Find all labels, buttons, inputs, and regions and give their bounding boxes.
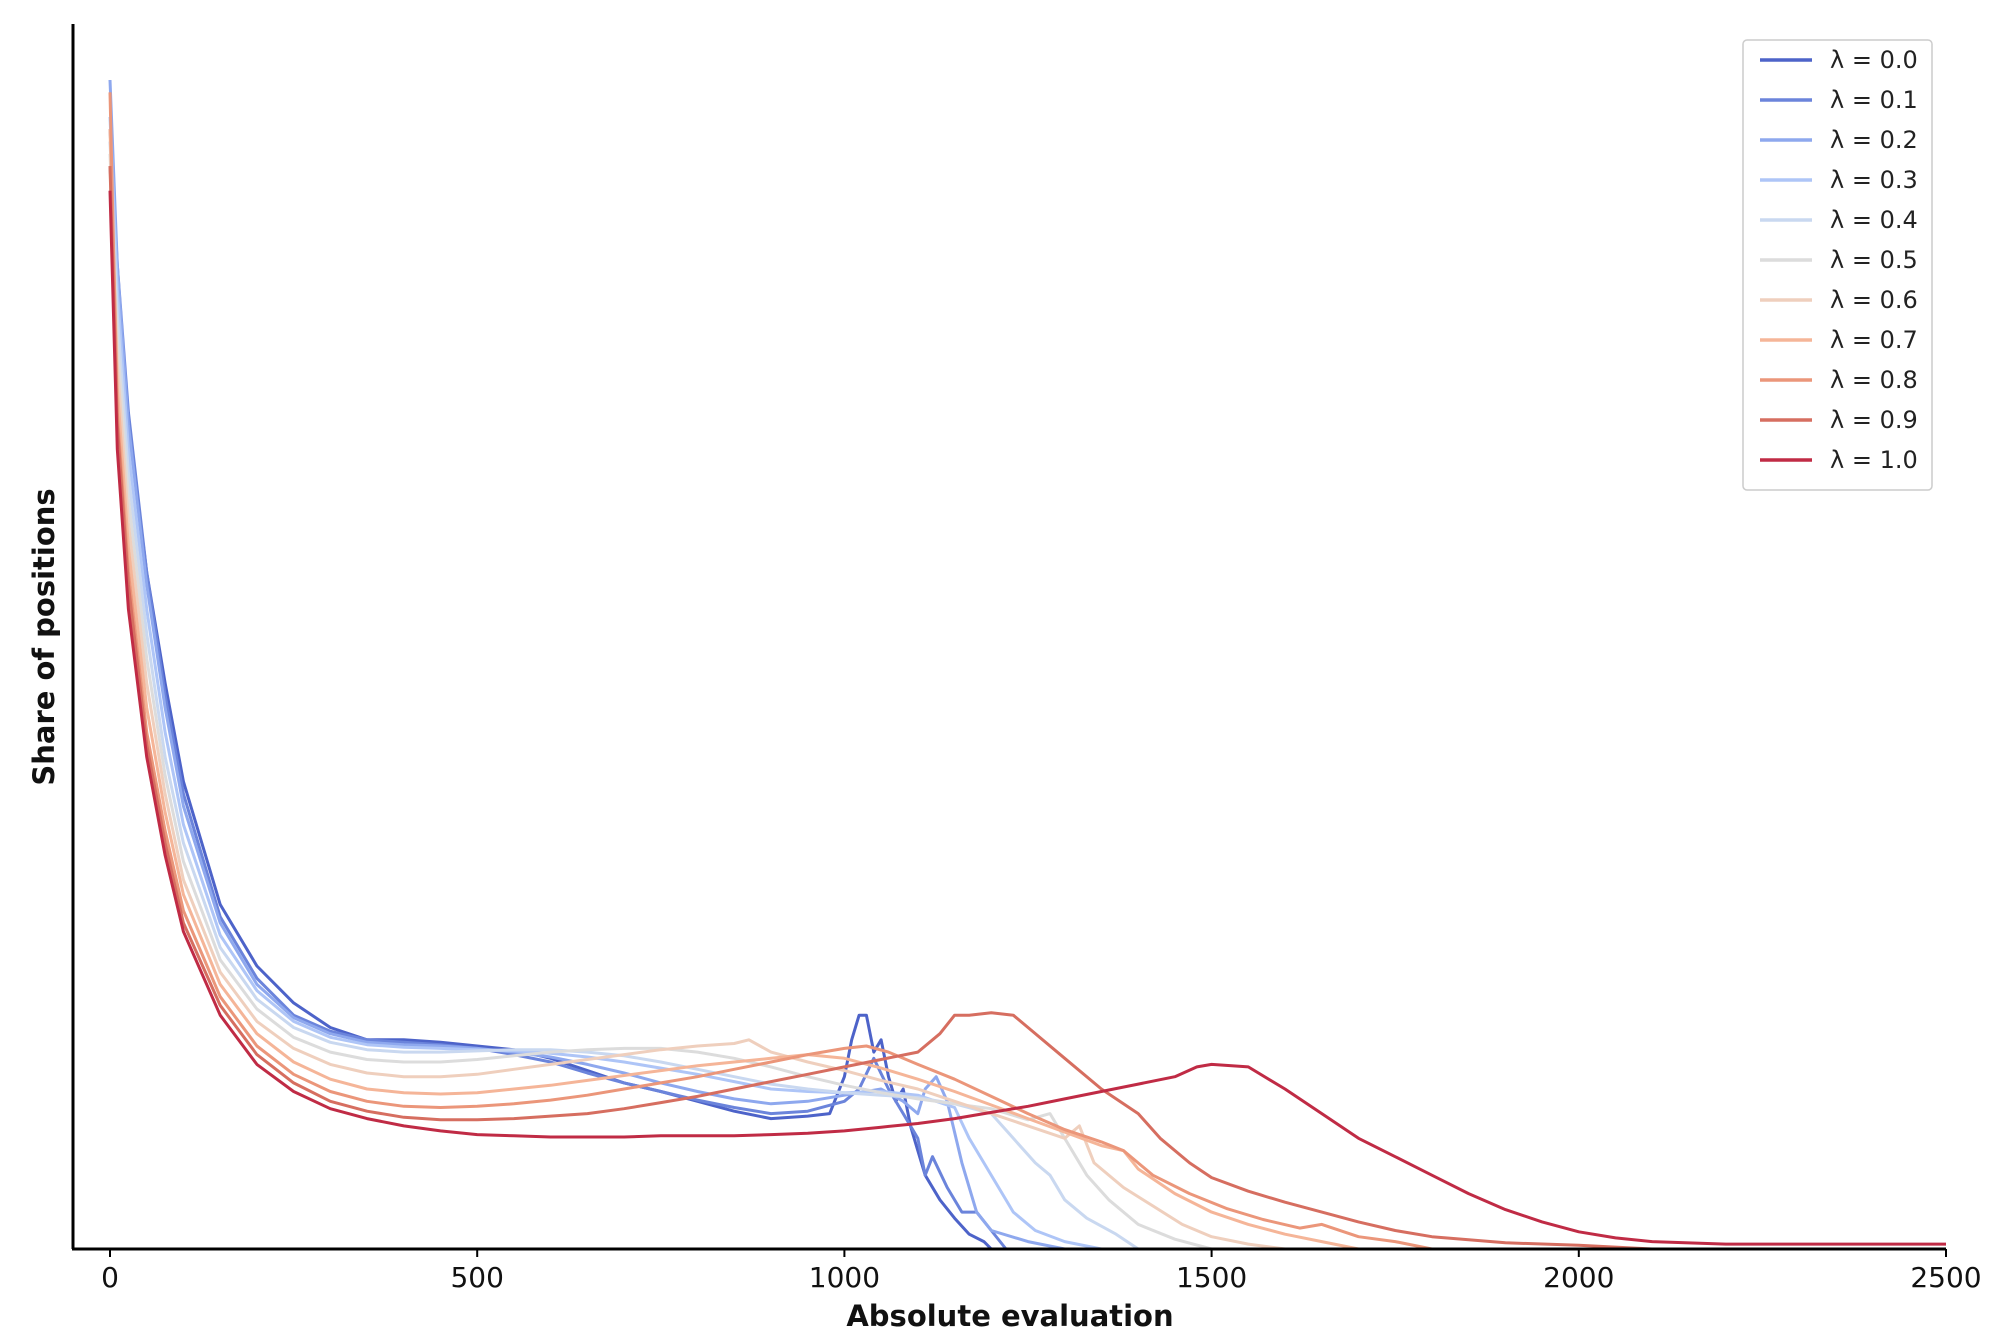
y-axis-label: Share of positions [27, 488, 61, 785]
legend-label: λ = 0.5 [1830, 246, 1918, 274]
legend-label: λ = 0.7 [1830, 326, 1918, 354]
legend-label: λ = 0.8 [1830, 366, 1918, 394]
legend-label: λ = 0.2 [1830, 126, 1918, 154]
x-axis-label: Absolute evaluation [846, 1299, 1173, 1333]
series-line-3 [108, 116, 1102, 1251]
series-line-9 [108, 166, 1653, 1251]
legend-label: λ = 0.3 [1830, 166, 1918, 194]
series-line-10 [108, 190, 1946, 1246]
x-tick-label: 2500 [1910, 1261, 1981, 1294]
legend-label: λ = 0.0 [1830, 46, 1918, 74]
legend: λ = 0.0 λ = 0.1 λ = 0.2 λ = 0.3 λ = 0.4 λ = 0… [1742, 39, 1933, 491]
x-tick-label: 2000 [1543, 1261, 1614, 1294]
series-line-1 [108, 129, 1008, 1250]
legend-label: λ = 0.6 [1830, 286, 1918, 314]
series-line-6 [108, 166, 1286, 1251]
series-line-8 [108, 92, 1433, 1251]
series-line-7 [108, 129, 1359, 1251]
legend-frame [1742, 39, 1933, 491]
x-tick-label: 1000 [809, 1261, 880, 1294]
x-ticks: 0 500 1000 1500 2000 2500 [101, 1249, 1982, 1294]
legend-label: λ = 1.0 [1830, 446, 1918, 474]
series-line-2 [108, 79, 1065, 1251]
legend-label: λ = 0.4 [1830, 206, 1918, 234]
x-tick-label: 1500 [1176, 1261, 1247, 1294]
legend-label: λ = 0.1 [1830, 86, 1918, 114]
legend-label: λ = 0.9 [1830, 406, 1918, 434]
x-tick-label: 0 [101, 1261, 119, 1294]
series-line-0 [108, 166, 993, 1251]
x-tick-label: 500 [450, 1261, 503, 1294]
legend-items: λ = 0.0 λ = 0.1 λ = 0.2 λ = 0.3 λ = 0.4 λ = 0… [1760, 46, 1918, 474]
series-line-5 [108, 153, 1212, 1251]
series-layer [108, 79, 1946, 1251]
